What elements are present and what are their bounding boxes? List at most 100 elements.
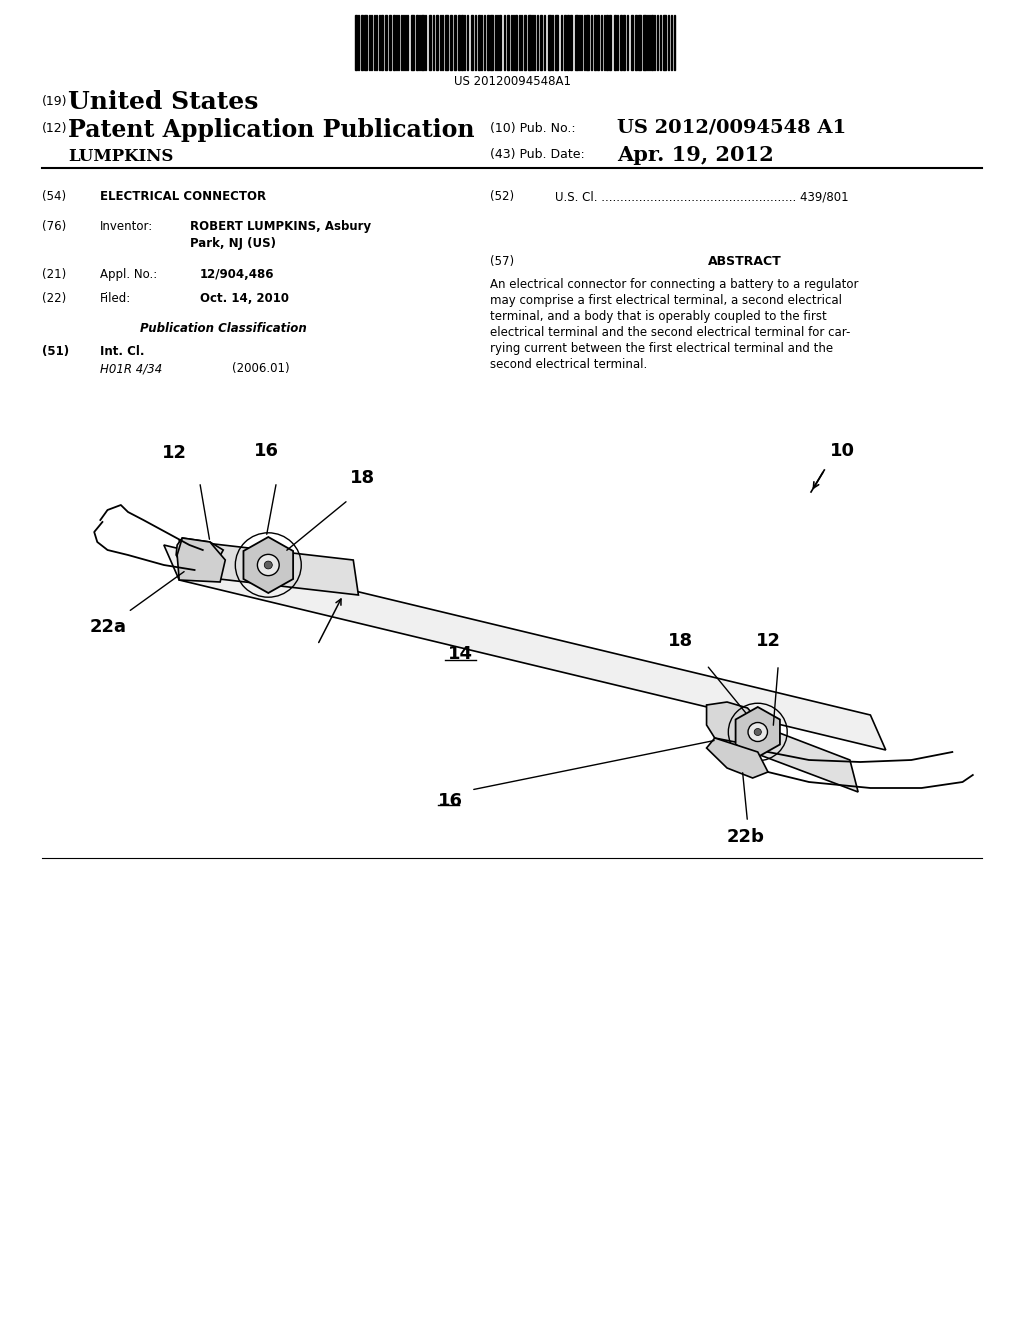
Bar (436, 15, 438, 70)
Polygon shape (244, 537, 293, 593)
Bar (594, 15, 596, 70)
Text: 18: 18 (669, 632, 693, 649)
Bar (570, 15, 572, 70)
Text: Int. Cl.: Int. Cl. (100, 345, 144, 358)
Bar (548, 15, 551, 70)
Text: 16: 16 (438, 792, 463, 810)
Text: US 2012/0094548 A1: US 2012/0094548 A1 (617, 117, 846, 136)
Bar (445, 15, 449, 70)
Text: (52): (52) (490, 190, 514, 203)
Bar (651, 15, 653, 70)
Bar (411, 15, 414, 70)
Bar (586, 15, 589, 70)
Bar (389, 15, 391, 70)
Bar (614, 15, 616, 70)
Bar (461, 15, 463, 70)
Text: 18: 18 (350, 469, 376, 487)
Text: rying current between the first electrical terminal and the: rying current between the first electric… (490, 342, 834, 355)
Bar (450, 15, 452, 70)
Text: 12: 12 (162, 444, 186, 462)
Bar (355, 15, 357, 70)
Text: 10: 10 (829, 442, 854, 459)
Text: (2006.01): (2006.01) (232, 362, 290, 375)
Text: (57): (57) (490, 255, 514, 268)
Bar (567, 15, 569, 70)
Bar (575, 15, 578, 70)
Text: 12: 12 (756, 632, 780, 649)
Bar (385, 15, 387, 70)
Text: (76): (76) (42, 220, 67, 234)
Text: Appl. No.:: Appl. No.: (100, 268, 158, 281)
Text: (43) Pub. Date:: (43) Pub. Date: (490, 148, 585, 161)
Text: (12): (12) (42, 121, 68, 135)
Circle shape (257, 554, 280, 576)
Polygon shape (735, 708, 780, 756)
Text: Apr. 19, 2012: Apr. 19, 2012 (617, 145, 774, 165)
Bar (663, 15, 666, 70)
Bar (515, 15, 517, 70)
Polygon shape (707, 702, 758, 742)
Bar (631, 15, 633, 70)
Bar (643, 15, 646, 70)
Text: (22): (22) (42, 292, 67, 305)
Bar (564, 15, 566, 70)
Text: United States: United States (68, 90, 258, 114)
Bar (635, 15, 637, 70)
Text: 16: 16 (254, 442, 279, 459)
Text: US 20120094548A1: US 20120094548A1 (454, 75, 570, 88)
Text: may comprise a first electrical terminal, a second electrical: may comprise a first electrical terminal… (490, 294, 842, 308)
Bar (609, 15, 611, 70)
Bar (623, 15, 625, 70)
Circle shape (748, 722, 768, 742)
Text: ROBERT LUMPKINS, Asbury: ROBERT LUMPKINS, Asbury (190, 220, 371, 234)
Text: Publication Classification: Publication Classification (140, 322, 307, 335)
Bar (524, 15, 526, 70)
Text: (21): (21) (42, 268, 67, 281)
Bar (606, 15, 608, 70)
Text: 14: 14 (449, 645, 473, 663)
Bar (620, 15, 622, 70)
Bar (638, 15, 641, 70)
Bar (540, 15, 542, 70)
Bar (487, 15, 489, 70)
Text: 22a: 22a (90, 618, 127, 636)
Text: U.S. Cl. .................................................... 439/801: U.S. Cl. ...............................… (555, 190, 849, 203)
Text: (19): (19) (42, 95, 68, 108)
Text: LUMPKINS: LUMPKINS (68, 148, 173, 165)
Bar (490, 15, 493, 70)
Bar (364, 15, 367, 70)
Text: second electrical terminal.: second electrical terminal. (490, 358, 647, 371)
Text: 12/904,486: 12/904,486 (200, 268, 274, 281)
Bar (458, 15, 460, 70)
Text: terminal, and a body that is operably coupled to the first: terminal, and a body that is operably co… (490, 310, 826, 323)
Bar (507, 15, 509, 70)
Text: (54): (54) (42, 190, 67, 203)
Circle shape (754, 729, 761, 735)
Text: Park, NJ (US): Park, NJ (US) (190, 238, 276, 249)
Text: ELECTRICAL CONNECTOR: ELECTRICAL CONNECTOR (100, 190, 266, 203)
Bar (471, 15, 473, 70)
Text: (51): (51) (42, 345, 70, 358)
Polygon shape (707, 738, 768, 777)
Bar (429, 15, 431, 70)
Bar (555, 15, 558, 70)
Bar (416, 15, 418, 70)
Bar (597, 15, 599, 70)
Bar (478, 15, 480, 70)
Text: Filed:: Filed: (100, 292, 131, 305)
Polygon shape (177, 539, 225, 582)
Bar (361, 15, 362, 70)
Bar (528, 15, 531, 70)
Text: Oct. 14, 2010: Oct. 14, 2010 (200, 292, 289, 305)
Text: H01R 4/34: H01R 4/34 (100, 362, 162, 375)
Circle shape (264, 561, 272, 569)
Bar (421, 15, 424, 70)
Polygon shape (164, 545, 886, 750)
Polygon shape (707, 705, 858, 792)
Bar (381, 15, 383, 70)
Text: electrical terminal and the second electrical terminal for car-: electrical terminal and the second elect… (490, 326, 850, 339)
Text: Patent Application Publication: Patent Application Publication (68, 117, 474, 143)
Text: An electrical connector for connecting a battery to a regulator: An electrical connector for connecting a… (490, 279, 858, 290)
Text: (10) Pub. No.:: (10) Pub. No.: (490, 121, 575, 135)
Bar (393, 15, 395, 70)
